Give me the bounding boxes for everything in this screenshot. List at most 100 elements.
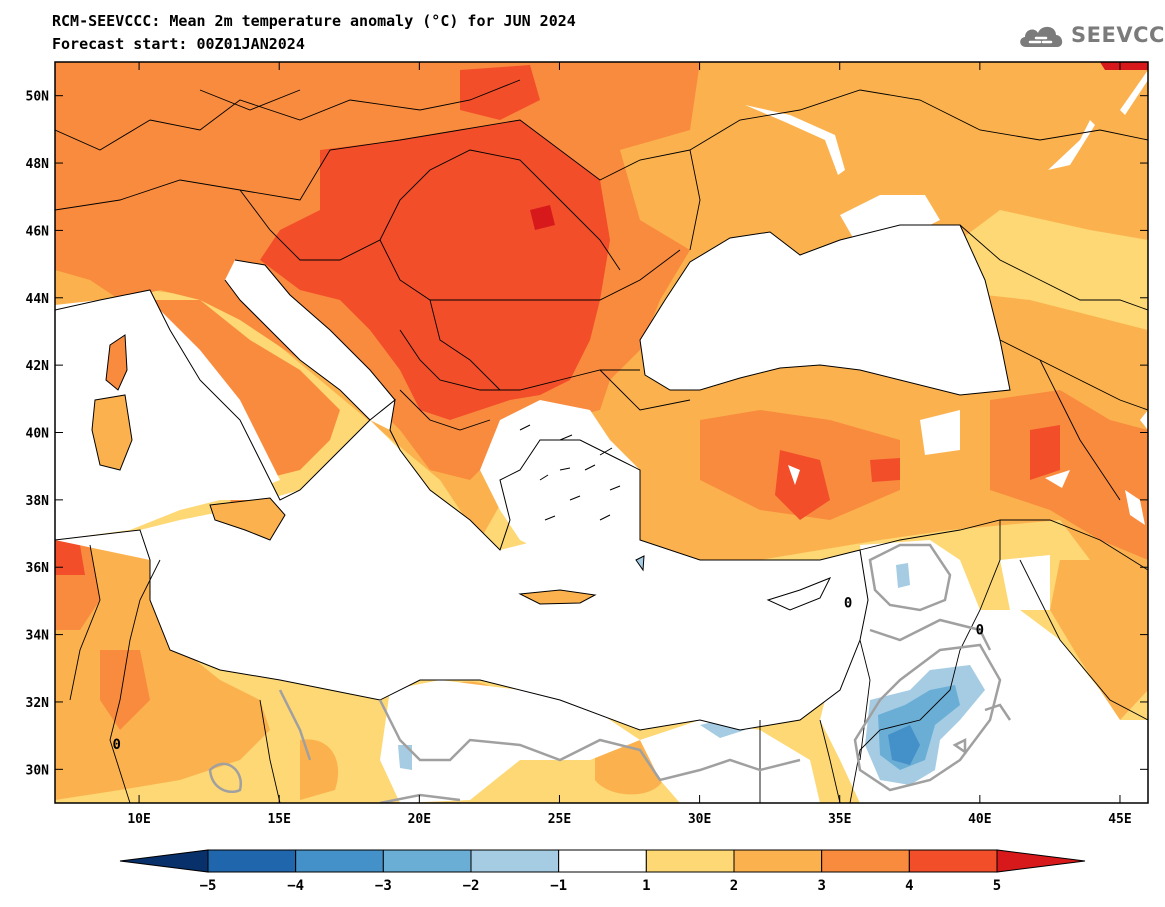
y-tick-label: 50N	[26, 90, 50, 105]
x-tick-label: 30E	[688, 812, 711, 827]
mediterranean-sea	[55, 290, 868, 730]
coastline	[55, 289, 869, 731]
tuz-lake	[788, 465, 800, 485]
x-tick-label: 40E	[968, 812, 991, 827]
y-tick-label: 30N	[26, 763, 50, 778]
x-tick-label: 20E	[408, 812, 431, 827]
colorbar: −5 −4 −3 −2 −1 1 2 3 4 5	[119, 849, 1086, 894]
lake-urmia	[1125, 490, 1145, 525]
shade-2-3	[1050, 560, 1148, 720]
shade-3-4	[100, 650, 150, 730]
shade-2-3	[55, 530, 270, 800]
colorbar-segment	[908, 849, 998, 873]
shade-4-5	[55, 540, 85, 575]
colorbar-tick-label: −4	[287, 878, 304, 894]
shade-3-4	[150, 300, 340, 480]
colorbar-segment	[295, 849, 384, 873]
aegean-islands	[519, 424, 621, 521]
colorbar-tick-label: −1	[550, 878, 567, 894]
contour-label: 0	[844, 596, 852, 612]
contour-label: 0	[976, 623, 984, 639]
colorbar-tick-label: 3	[817, 878, 825, 894]
shade-5-plus	[1100, 62, 1148, 70]
shade-neutral	[1020, 680, 1080, 740]
y-tick-label: 40N	[26, 427, 50, 442]
y-tick-label: 32N	[26, 696, 50, 711]
y-tick-label: 34N	[26, 629, 50, 644]
contour-label: 0	[112, 737, 120, 753]
y-tick-label: 42N	[26, 359, 50, 374]
colorbar-segment	[382, 849, 472, 873]
shade-neutral	[380, 680, 640, 803]
shade-neutral	[640, 720, 820, 803]
caspian-edge	[1140, 410, 1148, 430]
forecast-start-label: Forecast start: 00Z01JAN2024	[52, 35, 305, 53]
zero-contours	[208, 543, 1012, 803]
shade-minus-1-0	[896, 563, 910, 588]
sardinia-island	[91, 394, 133, 471]
shade-neutral	[1000, 555, 1050, 610]
colorbar-segment	[645, 849, 735, 873]
colorbar-tick-label: 5	[993, 878, 1001, 894]
adriatic-sea	[225, 260, 395, 430]
coastline-black-sea	[639, 224, 1011, 396]
map-body: 0 0 0	[55, 62, 1148, 803]
lake-van	[1045, 470, 1070, 488]
colorbar-segment	[207, 849, 297, 873]
dnieper-reservoir	[745, 105, 845, 175]
shade-4-5	[260, 120, 610, 420]
y-axis: 30N 32N 34N 36N 38N 40N 42N 44N 46N 48N 50N	[26, 90, 1148, 778]
colorbar-tick-label: −5	[200, 878, 217, 894]
seevccc-logo: SEEVCCC	[1016, 20, 1165, 50]
colorbar-tick-label: 4	[905, 878, 913, 894]
colorbar-low-extend	[119, 849, 209, 873]
x-tick-label: 45E	[1108, 812, 1131, 827]
rhodes-island	[635, 555, 645, 572]
coastline-adriatic	[224, 259, 396, 421]
shade-minus-3-2	[888, 725, 920, 765]
tyrrhenian-sea	[130, 300, 280, 500]
y-tick-label: 38N	[26, 494, 50, 509]
cyprus-island	[766, 577, 832, 611]
colorbar-segment	[821, 849, 910, 873]
shade-4-5	[460, 65, 540, 120]
y-tick-label: 48N	[26, 157, 50, 172]
x-axis: 10E 15E 20E 25E 30E 35E 40E 45E	[127, 62, 1132, 827]
contour-labels: 0 0 0	[112, 596, 984, 753]
sea-of-azov	[840, 195, 940, 250]
shade-neutral	[920, 410, 960, 455]
x-tick-label: 15E	[267, 812, 290, 827]
sicily-island	[209, 497, 286, 541]
volga-river	[1120, 70, 1148, 115]
colorbar-segment	[470, 849, 560, 873]
corsica-island	[105, 334, 128, 391]
colorbar-tick-label: 1	[642, 878, 650, 894]
don-river	[1048, 120, 1095, 170]
shade-4-5	[775, 450, 830, 520]
crete-island	[518, 589, 597, 605]
shade-3-4	[990, 390, 1148, 560]
cloud-icon	[1020, 26, 1063, 47]
shade-2-3	[300, 739, 339, 800]
colorbar-tick-label: −3	[375, 878, 392, 894]
x-tick-label: 25E	[548, 812, 571, 827]
shade-4-5	[870, 458, 900, 482]
shade-5-plus	[530, 205, 555, 230]
colorbar-segment	[558, 849, 647, 873]
black-sea	[640, 225, 1010, 395]
shade-minus-1-0	[398, 745, 412, 770]
y-tick-label: 44N	[26, 292, 50, 307]
x-tick-label: 10E	[127, 812, 150, 827]
country-borders	[55, 79, 1148, 803]
shade-4-5	[1030, 425, 1060, 480]
colorbar-tick-label: 2	[730, 878, 738, 894]
colorbar-segment	[733, 849, 823, 873]
y-tick-label: 36N	[26, 561, 50, 576]
y-tick-label: 46N	[26, 224, 50, 239]
x-tick-label: 35E	[828, 812, 851, 827]
colorbar-high-extend	[996, 849, 1086, 873]
logo-text: SEEVCCC	[1071, 23, 1165, 47]
map-title: RCM-SEEVCCC: Mean 2m temperature anomaly…	[52, 12, 576, 30]
colorbar-tick-label: −2	[463, 878, 480, 894]
